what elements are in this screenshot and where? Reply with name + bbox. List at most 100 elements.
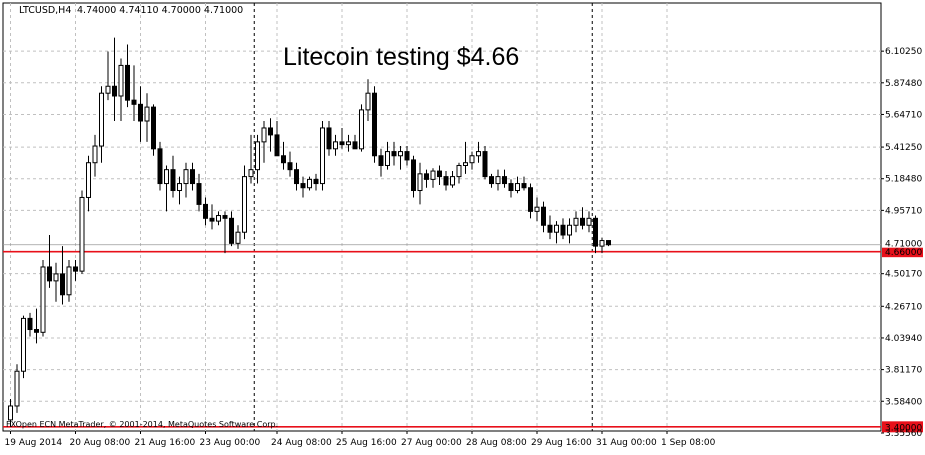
candle — [339, 127, 345, 149]
candle-body-bearish — [170, 169, 176, 192]
candle — [359, 104, 364, 152]
candle — [216, 211, 221, 226]
price-tick-label: 4.50170 — [885, 270, 922, 280]
candle-body-bullish — [417, 173, 423, 192]
candle-body-bullish — [385, 151, 390, 166]
candle-body-bearish — [424, 173, 429, 180]
candle-body-bullish — [86, 162, 91, 198]
candle — [79, 190, 85, 274]
price-tick-label: 5.18480 — [885, 175, 922, 185]
current-price-tag — [882, 238, 923, 248]
candle — [404, 146, 410, 166]
candle — [482, 146, 488, 180]
candle — [294, 162, 299, 191]
candle-body-bearish — [508, 183, 514, 192]
candle — [53, 262, 59, 302]
candle-body-bullish — [248, 169, 254, 178]
candle-body-bullish — [235, 231, 241, 244]
price-tick-label: 6.10250 — [885, 47, 922, 57]
time-tick-label: 21 Aug 16:00 — [135, 438, 196, 448]
candle — [40, 260, 46, 337]
candle-body-bullish — [118, 64, 124, 97]
candle — [593, 215, 598, 254]
candle-body-bullish — [398, 151, 403, 157]
candle — [352, 134, 358, 150]
candle — [60, 246, 65, 305]
price-tick-label: 4.95710 — [885, 206, 922, 216]
candle — [463, 141, 468, 174]
candle-body-bullish — [359, 109, 364, 150]
candle-body-bearish — [580, 217, 585, 226]
candle — [534, 197, 540, 222]
candle-body-bearish — [521, 183, 527, 189]
candle — [196, 173, 202, 212]
candle-body-bearish — [326, 127, 332, 150]
candle-body-bearish — [157, 148, 163, 185]
candle-body-bullish — [463, 162, 468, 166]
price-tick-label: 4.03940 — [885, 334, 922, 344]
candle-body-bullish — [183, 169, 189, 185]
candle-body-bullish — [476, 151, 481, 157]
candle — [508, 179, 514, 198]
time-tick-label: 31 Aug 00:00 — [596, 438, 657, 448]
time-tick-label: 1 Sep 08:00 — [661, 438, 716, 448]
candle — [151, 104, 156, 156]
candle — [73, 260, 78, 281]
candle — [170, 155, 176, 198]
candle — [118, 58, 124, 122]
candle-body-bearish — [190, 169, 195, 185]
candle — [437, 165, 442, 185]
time-tick-label: 19 Aug 2014 — [5, 438, 63, 448]
candle-body-bearish — [268, 127, 273, 136]
candle — [502, 169, 507, 188]
candle-body-bearish — [313, 178, 319, 185]
price-tick-label: 3.81170 — [885, 366, 922, 376]
candle-body-bullish — [365, 92, 371, 111]
candle — [157, 141, 163, 191]
candle-body-bearish — [229, 217, 234, 244]
candle — [424, 169, 429, 188]
candle-body-bearish — [339, 141, 345, 146]
candle-body-bearish — [34, 329, 39, 333]
candle-body-bearish — [593, 217, 598, 247]
candle-body-bullish — [534, 206, 540, 212]
candle — [489, 173, 494, 188]
candle — [450, 171, 455, 188]
candle — [112, 37, 117, 122]
level-lines: 4.66000 3.40000 4.71000 — [3, 238, 923, 433]
candle — [365, 79, 371, 122]
support-level-label: 4.66000 — [885, 248, 922, 258]
candle — [606, 240, 611, 247]
time-tick-label: 23 Aug 00:00 — [200, 438, 261, 448]
time-tick-label: 27 Aug 00:00 — [401, 438, 462, 448]
candle — [287, 151, 293, 177]
candle — [131, 65, 137, 122]
price-tick-label: 5.41250 — [885, 143, 922, 153]
candle — [21, 315, 26, 379]
candle — [456, 162, 462, 184]
candle-body-bullish — [79, 196, 85, 272]
candle-body-bearish — [489, 176, 494, 185]
candle-body-bearish — [209, 217, 215, 222]
candle-body-bullish — [144, 106, 150, 122]
candle — [92, 134, 98, 177]
candle — [411, 155, 416, 198]
time-tick-label: 29 Aug 16:00 — [531, 438, 592, 448]
candle — [99, 86, 104, 163]
candle-body-bearish — [151, 106, 156, 150]
candle — [385, 141, 390, 170]
candle-body-bearish — [125, 64, 130, 101]
candle-body-bearish — [443, 176, 449, 186]
candle-body-bullish — [515, 183, 520, 192]
candle — [476, 141, 481, 163]
candle — [261, 121, 267, 163]
candle-body-bullish — [66, 266, 72, 296]
candle-body-bearish — [391, 151, 397, 157]
candle-body-bearish — [203, 203, 208, 219]
candle — [567, 218, 572, 244]
candle — [554, 221, 559, 244]
candle — [281, 141, 286, 170]
candle — [443, 171, 449, 191]
